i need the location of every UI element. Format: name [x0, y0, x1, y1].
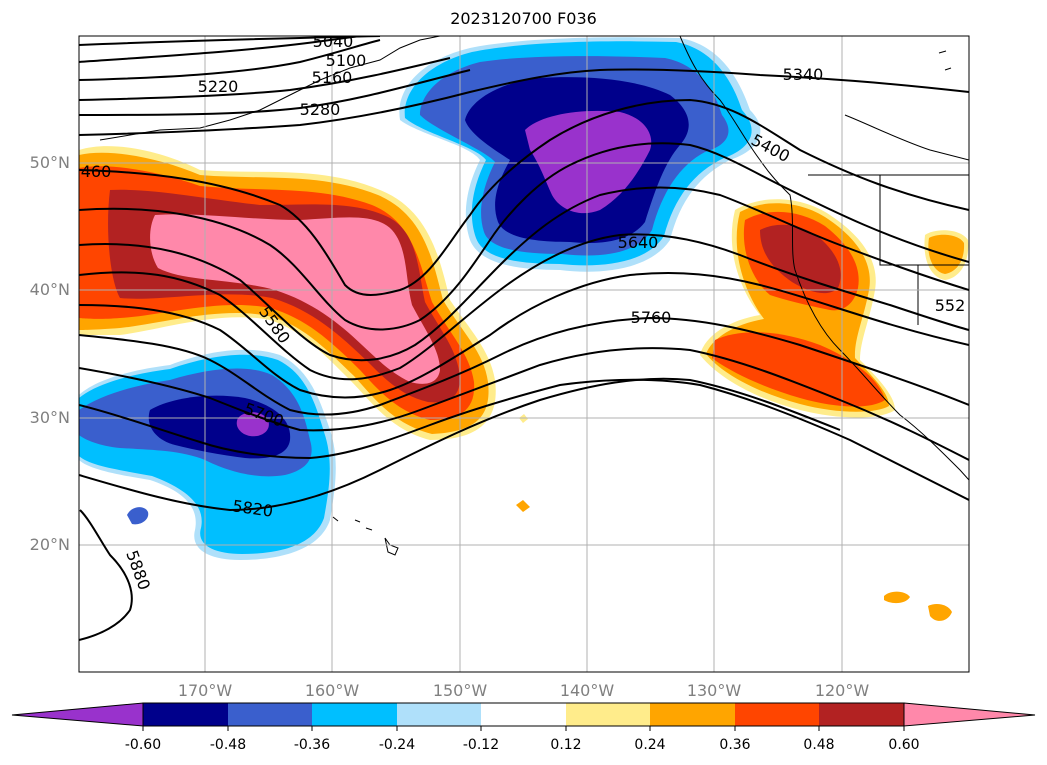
- map-panel: 5040 5100 5160 5220 5280 5340 5400 460 5…: [79, 32, 969, 672]
- colorbar-extend-high: [903, 702, 1036, 727]
- map-frame: [78, 35, 970, 673]
- lon-label: 150°W: [432, 681, 488, 700]
- contour-label: 5040: [313, 32, 354, 51]
- colorbar-tick-label: 0.24: [634, 737, 666, 753]
- positive-anomaly-west: [79, 146, 496, 440]
- contour-label: 5280: [300, 100, 341, 119]
- contour-label: 5400: [748, 130, 793, 166]
- lon-label: 130°W: [686, 681, 742, 700]
- contour-labels: 5040 5100 5160 5220 5280 5340 5400 460 5…: [81, 32, 966, 593]
- contour-label: 552: [935, 296, 966, 315]
- height-contours: [79, 36, 969, 641]
- lon-label: 160°W: [304, 681, 360, 700]
- negative-anomaly-subtropical: [79, 349, 336, 560]
- lat-label: 40°N: [29, 280, 70, 299]
- lon-label: 120°W: [814, 681, 870, 700]
- contour-label: 5100: [326, 51, 367, 70]
- contour-label: 5160: [312, 68, 353, 87]
- colorbar-extend-low: [11, 702, 144, 727]
- colorbar-tick-label: -0.24: [378, 737, 416, 753]
- colorbar-tick-label: 0.12: [550, 737, 582, 753]
- colorbar-tick-label: 0.36: [719, 737, 751, 753]
- contour-label: 5220: [198, 77, 239, 96]
- lat-label: 30°N: [29, 408, 70, 427]
- colorbar: [11, 702, 1036, 731]
- colorbar-tick-label: 0.60: [888, 737, 920, 753]
- colorbar-tick-label: -0.48: [209, 737, 247, 753]
- colorbar-tick-label: -0.60: [124, 737, 162, 753]
- contour-label: 5640: [618, 233, 659, 252]
- map-title: 2023120700 F036: [450, 9, 597, 28]
- contour-label: 5880: [122, 548, 154, 593]
- lon-label: 140°W: [559, 681, 615, 700]
- colorbar-tick-label: -0.12: [462, 737, 500, 753]
- lat-label: 20°N: [29, 535, 70, 554]
- contour-label: 5340: [783, 65, 824, 84]
- contour-label: 460: [81, 162, 112, 181]
- colorbar-tick-label: 0.48: [803, 737, 835, 753]
- colorbar-tick-label: -0.36: [293, 737, 331, 753]
- contour-label: 5760: [631, 308, 672, 327]
- lat-label: 50°N: [29, 153, 70, 172]
- lon-label: 170°W: [177, 681, 233, 700]
